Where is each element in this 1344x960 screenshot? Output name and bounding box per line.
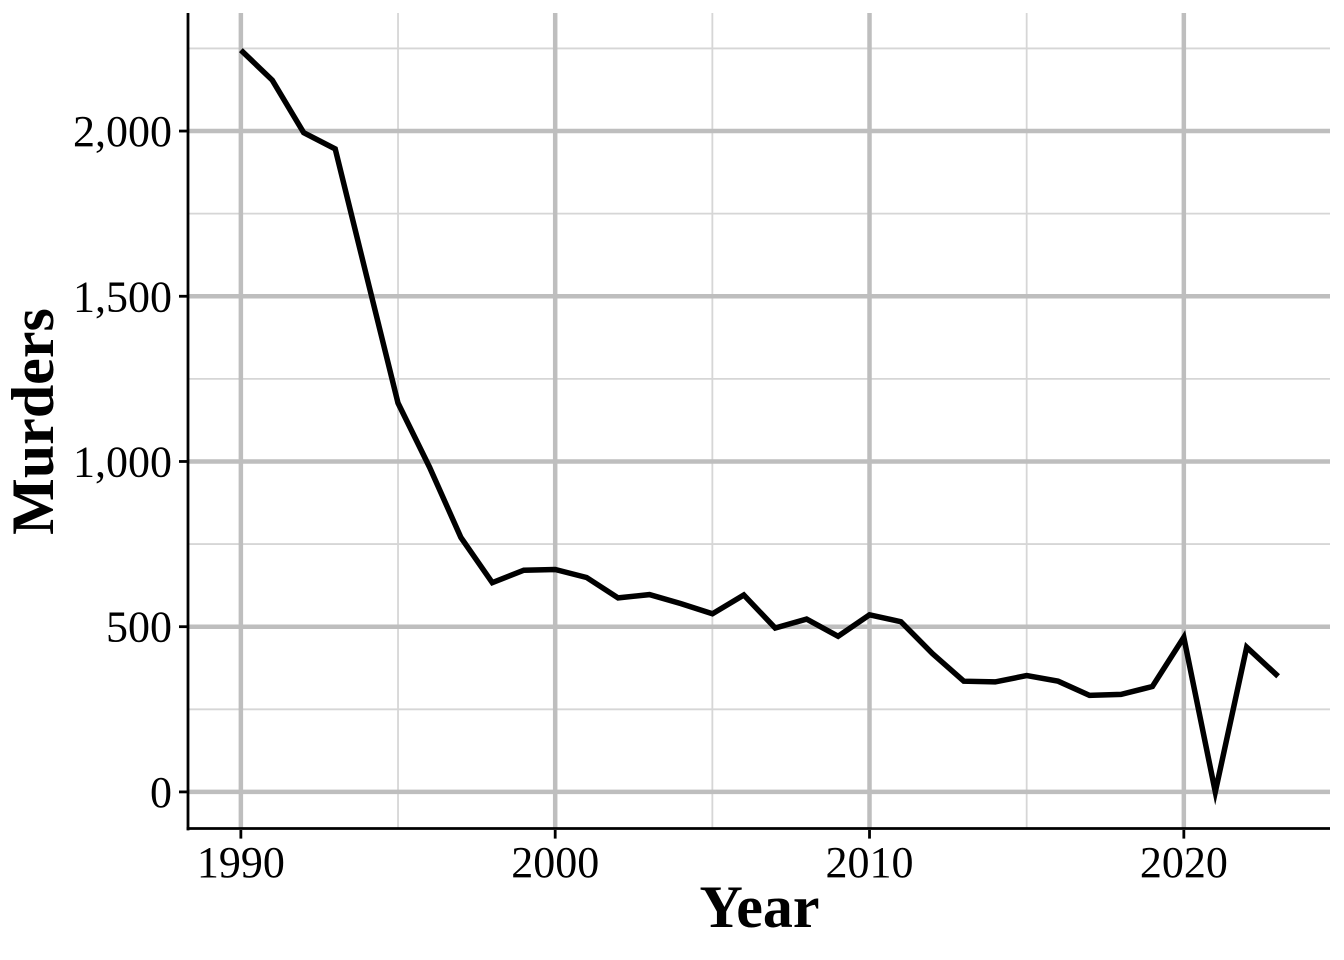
y-tick-label: 1,500 bbox=[73, 272, 172, 321]
grid-minor bbox=[189, 13, 1330, 829]
data-line bbox=[238, 48, 1280, 806]
x-tick-label: 1990 bbox=[197, 838, 285, 887]
tick-marks bbox=[179, 129, 1186, 839]
y-tick-label: 2,000 bbox=[73, 107, 172, 156]
y-tick-label: 500 bbox=[106, 603, 172, 652]
series-lines bbox=[238, 48, 1280, 806]
x-tick-label: 2020 bbox=[1140, 838, 1228, 887]
grid-major bbox=[189, 13, 1330, 829]
y-tick-label: 1,000 bbox=[73, 437, 172, 486]
x-axis-title: Year bbox=[700, 874, 820, 940]
x-tick-label: 2010 bbox=[826, 838, 914, 887]
axis-lines bbox=[186, 13, 1330, 831]
x-tick-label: 2000 bbox=[511, 838, 599, 887]
y-axis-title: Murders bbox=[0, 308, 66, 535]
y-tick-label: 0 bbox=[150, 768, 172, 817]
tick-labels: 0 500 1,000 1,500 2,000 1990 2000 2010 2020 bbox=[73, 107, 1228, 887]
